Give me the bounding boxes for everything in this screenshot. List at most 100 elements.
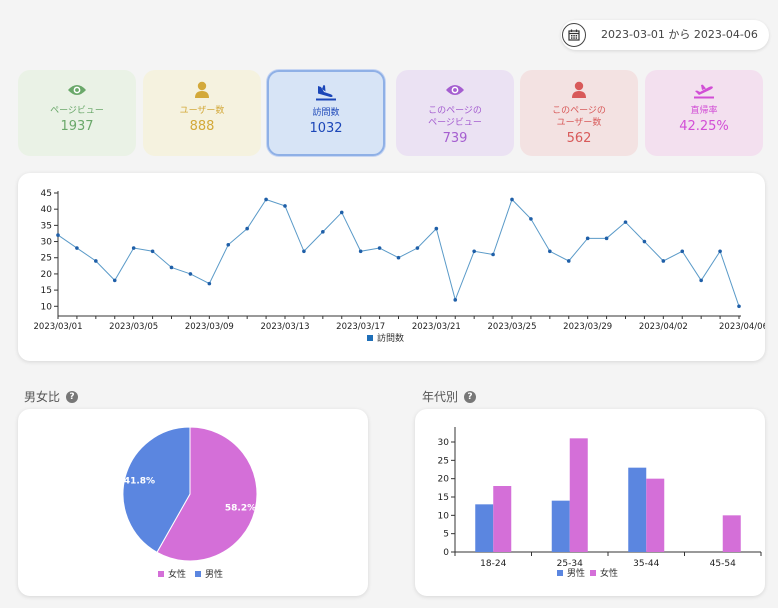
stat-card-2[interactable]: ユーザー数 888 <box>143 70 261 156</box>
data-point <box>491 252 495 257</box>
y-tick-label: 45 <box>41 189 52 199</box>
x-tick-label: 2023/03/13 <box>261 322 310 332</box>
pie-slice-male <box>122 426 191 553</box>
data-point <box>585 236 590 241</box>
visits-line-chart-panel: 10 15 20 25 30 35 40 45 2023/03/01 2023/03/05 2023… <box>18 173 768 361</box>
x-tick-label: 45-54 <box>710 559 736 569</box>
data-point <box>321 230 325 234</box>
gender-pie-chart: 58.2% 41.8% 女性 男性 <box>122 426 258 580</box>
stat-card-value: 42.25% <box>679 119 729 134</box>
gender-section-label: 男女比 <box>24 390 61 404</box>
data-point <box>434 226 439 231</box>
age-help-icon[interactable]: ? <box>464 390 477 403</box>
stat-card-5[interactable]: このページの ユーザー数 562 <box>520 70 638 156</box>
plane-takeoff-icon <box>693 81 715 99</box>
y-tick-label: 30 <box>41 238 53 248</box>
x-tick-label: 2023/03/01 <box>34 322 83 332</box>
series-line-visits <box>57 198 740 307</box>
data-point <box>169 265 174 270</box>
stat-card-label: このページの ページビュー <box>428 106 482 128</box>
data-point <box>415 246 420 250</box>
legend-label: 男性 <box>205 568 223 580</box>
data-point <box>396 255 401 260</box>
calendar-button[interactable] <box>562 23 586 47</box>
stat-card-value: 1937 <box>60 119 94 134</box>
user-icon <box>571 81 587 99</box>
data-point <box>75 246 79 250</box>
data-point <box>188 272 193 276</box>
bar-female <box>646 478 665 552</box>
x-tick-label: 35-44 <box>633 559 659 569</box>
data-point <box>56 233 60 237</box>
x-tick-label: 25-34 <box>557 559 583 569</box>
calendar-icon <box>568 29 580 41</box>
legend-label-visits: 訪問数 <box>377 332 404 344</box>
stat-card-label: このページの ユーザー数 <box>552 106 606 128</box>
data-point <box>150 249 155 254</box>
y-tick-label: 15 <box>438 493 449 503</box>
data-point <box>245 226 249 231</box>
pie-slice-female <box>156 426 258 562</box>
age-bar-chart-panel: 0 5 10 15 20 25 30 18-24 25-34 35-44 45-54 男性 女性 <box>415 409 765 596</box>
data-point <box>112 278 117 283</box>
data-point <box>472 249 476 254</box>
x-tick-label: 2023/04/02 <box>639 322 688 332</box>
data-point <box>737 304 741 309</box>
legend-label: 女性 <box>600 567 618 579</box>
x-tick-label: 2023/03/09 <box>185 322 234 332</box>
data-point <box>699 278 703 283</box>
data-point <box>302 249 306 254</box>
bar-male <box>628 467 647 552</box>
legend-swatch <box>590 570 596 576</box>
stat-card-label: ページビュー <box>50 106 104 116</box>
y-tick-label: 40 <box>41 205 53 215</box>
gender-help-icon[interactable]: ? <box>66 390 79 403</box>
user-icon <box>194 81 210 99</box>
y-tick-label: 20 <box>41 270 53 280</box>
y-tick-label: 10 <box>438 511 450 521</box>
age-bar-chart: 0 5 10 15 20 25 30 18-24 25-34 35-44 45-54 男性 女性 <box>438 427 762 579</box>
data-point <box>604 236 609 241</box>
y-tick-label: 35 <box>41 221 52 231</box>
x-tick-label: 18-24 <box>480 559 506 569</box>
stat-card-label: 直帰率 <box>690 106 718 116</box>
data-point <box>510 197 514 202</box>
age-section-label: 年代別 <box>422 390 459 404</box>
date-range-text[interactable]: 2023-03-01 から 2023-04-06 <box>601 28 758 41</box>
stat-card-value: 562 <box>566 131 592 146</box>
stat-card-value: 1032 <box>309 121 343 136</box>
data-point <box>94 259 98 263</box>
stat-card-3[interactable]: 訪問数 1032 <box>267 70 385 156</box>
age-section-title: 年代別 ? <box>422 388 477 405</box>
plane-landing-icon <box>315 83 337 101</box>
x-tick-label: 2023/03/29 <box>563 322 612 332</box>
bar-male <box>551 500 570 552</box>
data-point <box>226 242 231 247</box>
stat-card-4[interactable]: このページの ページビュー 739 <box>396 70 514 156</box>
x-tick-label: 2023/03/05 <box>109 322 158 332</box>
stat-card-6[interactable]: 直帰率 42.25% <box>645 70 763 156</box>
data-point <box>264 197 268 202</box>
y-tick-label: 30 <box>438 438 450 448</box>
data-point <box>358 249 363 254</box>
stat-card-label: 訪問数 <box>312 108 340 118</box>
pie-data-label: 58.2% <box>225 503 256 513</box>
data-point <box>661 259 666 263</box>
y-tick-label: 10 <box>41 302 53 312</box>
data-point <box>642 239 647 244</box>
stat-card-value: 739 <box>442 131 468 146</box>
legend-swatch <box>195 571 201 577</box>
data-point <box>680 249 685 254</box>
data-point <box>548 249 552 254</box>
bar-female <box>722 515 741 552</box>
legend-label: 男性 <box>567 567 585 579</box>
y-tick-label: 20 <box>438 475 450 485</box>
x-tick-label: 2023/03/25 <box>488 322 537 332</box>
stat-card-1[interactable]: ページビュー 1937 <box>18 70 136 156</box>
y-tick-label: 25 <box>41 254 52 264</box>
date-range-picker[interactable]: 2023-03-01 から 2023-04-06 <box>561 20 769 50</box>
x-tick-label: 2023/04/06 <box>719 322 765 332</box>
data-point <box>131 246 136 250</box>
eye-icon <box>445 81 465 99</box>
data-point <box>529 217 533 221</box>
